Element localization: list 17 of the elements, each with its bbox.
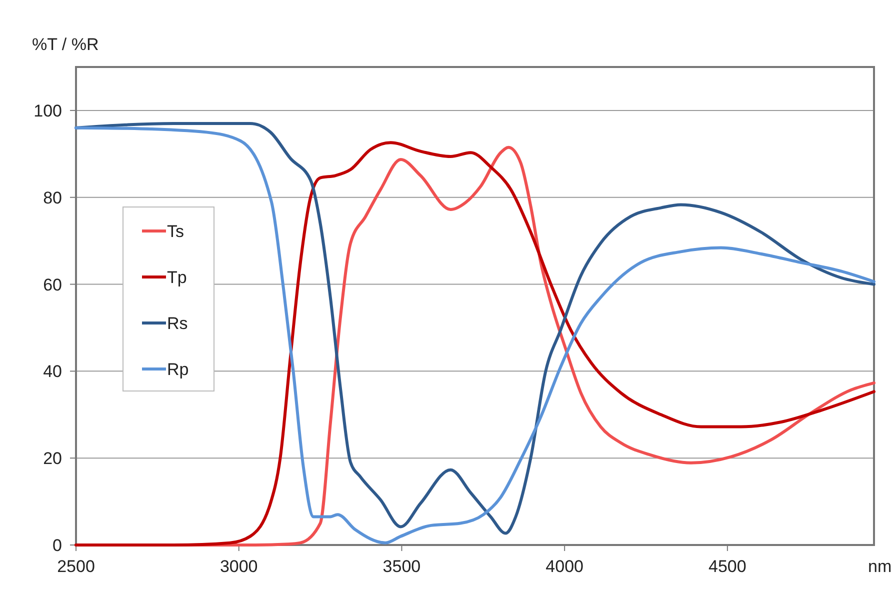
x-tick-label: 2500 (57, 557, 95, 576)
x-tick-label: 3500 (382, 557, 421, 576)
legend-label: Tp (167, 268, 187, 287)
y-tick-label: 60 (43, 275, 62, 294)
x-tick-label: 4500 (708, 557, 746, 576)
legend-label: Ts (167, 222, 184, 241)
y-tick-label: 0 (52, 536, 62, 555)
y-tick-label: 20 (43, 449, 62, 468)
x-tick-label: 3000 (220, 557, 258, 576)
y-tick-label: 80 (43, 188, 62, 208)
legend-label: Rp (167, 360, 189, 379)
y-axis-title: %T / %R (32, 35, 99, 54)
y-tick-label: 100 (34, 101, 62, 120)
legend-label: Rs (167, 314, 188, 333)
x-axis-title: nm (868, 557, 892, 576)
y-tick-label: 40 (43, 362, 62, 382)
x-tick-label: 4000 (546, 557, 584, 576)
